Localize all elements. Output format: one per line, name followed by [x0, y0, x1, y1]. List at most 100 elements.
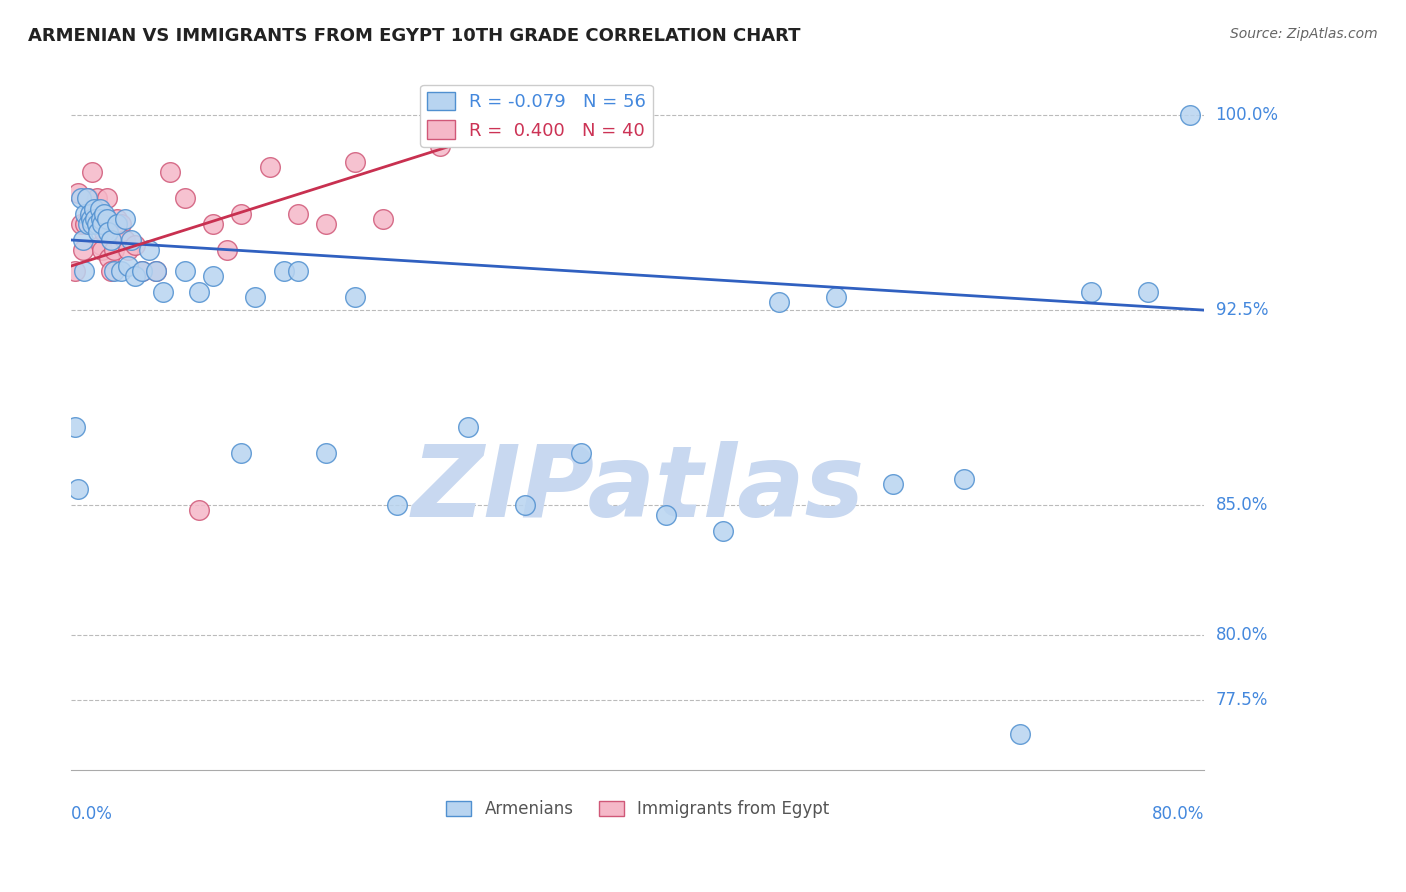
Point: [120, 233, 142, 247]
Point: [145, 264, 167, 278]
Point: [187, 285, 209, 299]
Point: [65, 420, 87, 434]
Point: [343, 290, 366, 304]
Point: [83, 199, 105, 213]
Point: [86, 191, 108, 205]
Point: [429, 139, 451, 153]
Point: [77, 218, 100, 232]
Point: [75, 207, 97, 221]
Point: [96, 191, 118, 205]
Point: [89, 218, 111, 232]
Point: [114, 233, 136, 247]
Point: [231, 446, 253, 460]
Point: [65, 264, 87, 278]
Text: 80.0%: 80.0%: [1216, 626, 1268, 644]
Point: [105, 218, 128, 232]
Text: 0.0%: 0.0%: [72, 805, 112, 823]
Text: 77.5%: 77.5%: [1216, 690, 1268, 709]
Text: ZIPatlas: ZIPatlas: [412, 441, 865, 538]
Point: [100, 264, 122, 278]
Point: [385, 498, 408, 512]
Point: [159, 165, 181, 179]
Point: [91, 244, 114, 258]
Point: [1010, 726, 1032, 740]
Point: [103, 244, 125, 258]
Point: [97, 218, 120, 232]
Point: [882, 477, 904, 491]
Point: [100, 233, 122, 247]
Point: [77, 191, 100, 205]
Point: [91, 218, 114, 232]
Point: [76, 191, 98, 205]
Point: [569, 446, 592, 460]
Point: [711, 524, 734, 538]
Point: [1136, 285, 1159, 299]
Point: [343, 155, 366, 169]
Text: ARMENIAN VS IMMIGRANTS FROM EGYPT 10TH GRADE CORRELATION CHART: ARMENIAN VS IMMIGRANTS FROM EGYPT 10TH G…: [28, 27, 800, 45]
Point: [93, 207, 115, 221]
Text: 92.5%: 92.5%: [1216, 301, 1268, 319]
Point: [70, 191, 93, 205]
Point: [70, 218, 93, 232]
Point: [201, 218, 224, 232]
Point: [152, 285, 174, 299]
Point: [145, 264, 167, 278]
Point: [457, 420, 479, 434]
Point: [82, 165, 104, 179]
Point: [124, 269, 146, 284]
Point: [80, 212, 103, 227]
Point: [287, 264, 309, 278]
Point: [89, 202, 111, 216]
Point: [114, 212, 136, 227]
Point: [72, 244, 94, 258]
Point: [110, 264, 132, 278]
Point: [124, 238, 146, 252]
Point: [259, 160, 281, 174]
Point: [371, 212, 394, 227]
Point: [952, 472, 974, 486]
Point: [103, 264, 125, 278]
Point: [655, 508, 678, 523]
Point: [83, 202, 105, 216]
Point: [1080, 285, 1102, 299]
Point: [245, 290, 267, 304]
Point: [117, 244, 139, 258]
Point: [1180, 108, 1202, 122]
Point: [90, 212, 112, 227]
Point: [138, 244, 160, 258]
Point: [87, 225, 110, 239]
Point: [231, 207, 253, 221]
Point: [97, 225, 120, 239]
Point: [768, 295, 790, 310]
Point: [131, 264, 153, 278]
Point: [67, 186, 90, 201]
Text: 80.0%: 80.0%: [1152, 805, 1205, 823]
Point: [471, 129, 494, 144]
Point: [79, 207, 101, 221]
Legend: Armenians, Immigrants from Egypt: Armenians, Immigrants from Egypt: [440, 794, 837, 825]
Point: [117, 259, 139, 273]
Point: [90, 238, 112, 252]
Point: [82, 218, 104, 232]
Point: [86, 218, 108, 232]
Point: [315, 218, 337, 232]
Point: [287, 207, 309, 221]
Text: 100.0%: 100.0%: [1216, 106, 1278, 124]
Point: [96, 212, 118, 227]
Point: [131, 264, 153, 278]
Point: [201, 269, 224, 284]
Point: [173, 191, 195, 205]
Point: [173, 264, 195, 278]
Point: [73, 264, 96, 278]
Point: [187, 503, 209, 517]
Point: [315, 446, 337, 460]
Point: [75, 218, 97, 232]
Point: [825, 290, 848, 304]
Point: [72, 233, 94, 247]
Point: [79, 212, 101, 227]
Point: [93, 225, 115, 239]
Point: [84, 212, 107, 227]
Text: 85.0%: 85.0%: [1216, 496, 1268, 514]
Point: [98, 251, 121, 265]
Point: [513, 498, 536, 512]
